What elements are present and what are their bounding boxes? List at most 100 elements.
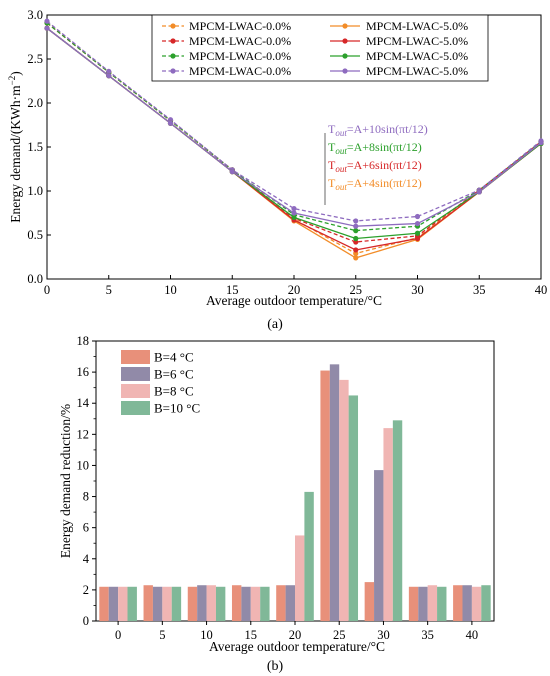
bar [304,491,314,621]
y-tick-label-a: 1.0 [27,184,43,198]
x-tick-label-a: 15 [226,283,239,297]
line-series-group [44,18,544,261]
axis-ticks-a: 0 5 10 15 20 25 30 35 40 0.0 0.5 1.0 1.5 2.0 2.5 3.0 [27,8,547,297]
legend-entry: B=4 °C [154,350,194,365]
y-axis-label-a: Energy demand/(KWh·m−2) [7,71,23,222]
bar [276,585,286,621]
legend-entry: MPCM-LWAC-0.0% [189,34,291,48]
bar [108,586,119,621]
y-tick-label-b: 2 [83,583,89,597]
bar-series-group [99,364,491,621]
legend-swatch [121,367,150,381]
x-tick-label-b: 10 [200,628,213,642]
x-tick-label-a: 40 [535,283,548,297]
bar [374,470,384,621]
bar [197,585,207,621]
x-tick-label-a: 5 [106,283,112,297]
legend-entry: B=8 °C [154,384,194,399]
y-tick-label-a: 2.0 [27,96,43,110]
annotation-equation: Tout=A+4sin(πt/12) [328,176,422,192]
x-tick-label-a: 30 [411,283,424,297]
bar [462,585,472,621]
bar [206,585,216,621]
bar [348,395,359,621]
bar [339,379,349,621]
y-tick-label-a: 2.5 [27,52,43,66]
bar [471,586,482,621]
annotation-equation: Tout=A+10sin(πt/12) [328,122,428,138]
data-point [353,218,359,224]
data-point [291,210,297,216]
bar [143,585,153,621]
data-point [167,120,174,126]
data-point [353,223,359,229]
data-point [353,235,359,242]
bar [118,586,128,621]
legend-marker [170,23,176,29]
y-tick-label-b: 10 [77,458,90,472]
legend-b: B=4 °C B=6 °C B=8 °C B=10 °C [121,350,200,416]
bar [453,585,463,621]
bar [295,535,305,621]
x-tick-label-a: 0 [44,283,50,297]
panel-label-b: (b) [267,659,284,674]
x-tick-label-a: 35 [473,283,486,297]
data-point [538,140,544,146]
legend-entry: MPCM-LWAC-5.0% [366,49,468,63]
bar [383,428,393,621]
legend-entry: MPCM-LWAC-5.0% [366,19,468,33]
y-tick-label-b: 0 [83,614,89,628]
bar [127,586,137,621]
legend-entry: MPCM-LWAC-0.0% [189,64,291,78]
data-point [414,220,421,227]
annotation-group: Tout=A+10sin(πt/12) Tout=A+8sin(πt/12) Tou… [328,122,428,192]
bar [241,586,251,621]
legend-swatch [121,350,150,364]
data-point [291,206,297,212]
line-chart-panel: 0 5 10 15 20 25 30 35 40 0.0 0.5 1.0 1.5 2.0 2.5 3.0 MP… [7,8,547,332]
legend-swatch [121,384,150,398]
legend-marker [170,68,176,74]
y-tick-label-b: 12 [77,427,90,441]
bar [260,586,270,621]
y-tick-label-b: 6 [83,521,89,535]
x-tick-label-a: 25 [350,283,363,297]
bar [320,370,330,621]
x-tick-label-b: 0 [115,628,121,642]
y-tick-label-a: 3.0 [27,8,43,22]
data-point [414,213,421,220]
data-point [44,25,50,31]
x-tick-label-b: 35 [421,628,434,642]
legend-marker [170,53,176,59]
y-tick-label-b: 4 [83,552,90,566]
annotation-equation: Tout=A+8sin(πt/12) [328,140,422,156]
data-point [106,73,112,79]
legend-marker [342,53,348,59]
x-tick-label-b: 40 [466,628,479,642]
series-line [46,20,542,222]
data-point [291,214,297,220]
x-tick-label-b: 25 [333,628,346,642]
legend-entry: B=6 °C [154,367,194,382]
legend-box-a [151,14,489,82]
bar [215,586,226,621]
bar [392,420,403,621]
legend-entry: MPCM-LWAC-5.0% [366,64,468,78]
legend-marker [170,38,176,44]
data-point [353,228,359,234]
legend-entry: B=10 °C [154,401,200,416]
y-tick-label-a: 0.5 [27,228,43,242]
bar [99,586,109,621]
legend-marker [342,68,348,74]
y-tick-label-b: 16 [77,365,90,379]
legend-a: MPCM-LWAC-0.0%MPCM-LWAC-0.0%MPCM-LWAC-0.… [162,19,468,78]
bar [171,586,182,621]
data-point [353,247,359,253]
data-point [353,255,359,261]
y-tick-label-a: 1.5 [27,140,43,154]
x-tick-label-b: 30 [377,628,390,642]
x-axis-label-a: Average outdoor temperature/°C [206,293,382,308]
legend-entry: MPCM-LWAC-0.0% [189,49,291,63]
y-tick-label-b: 18 [77,334,90,348]
